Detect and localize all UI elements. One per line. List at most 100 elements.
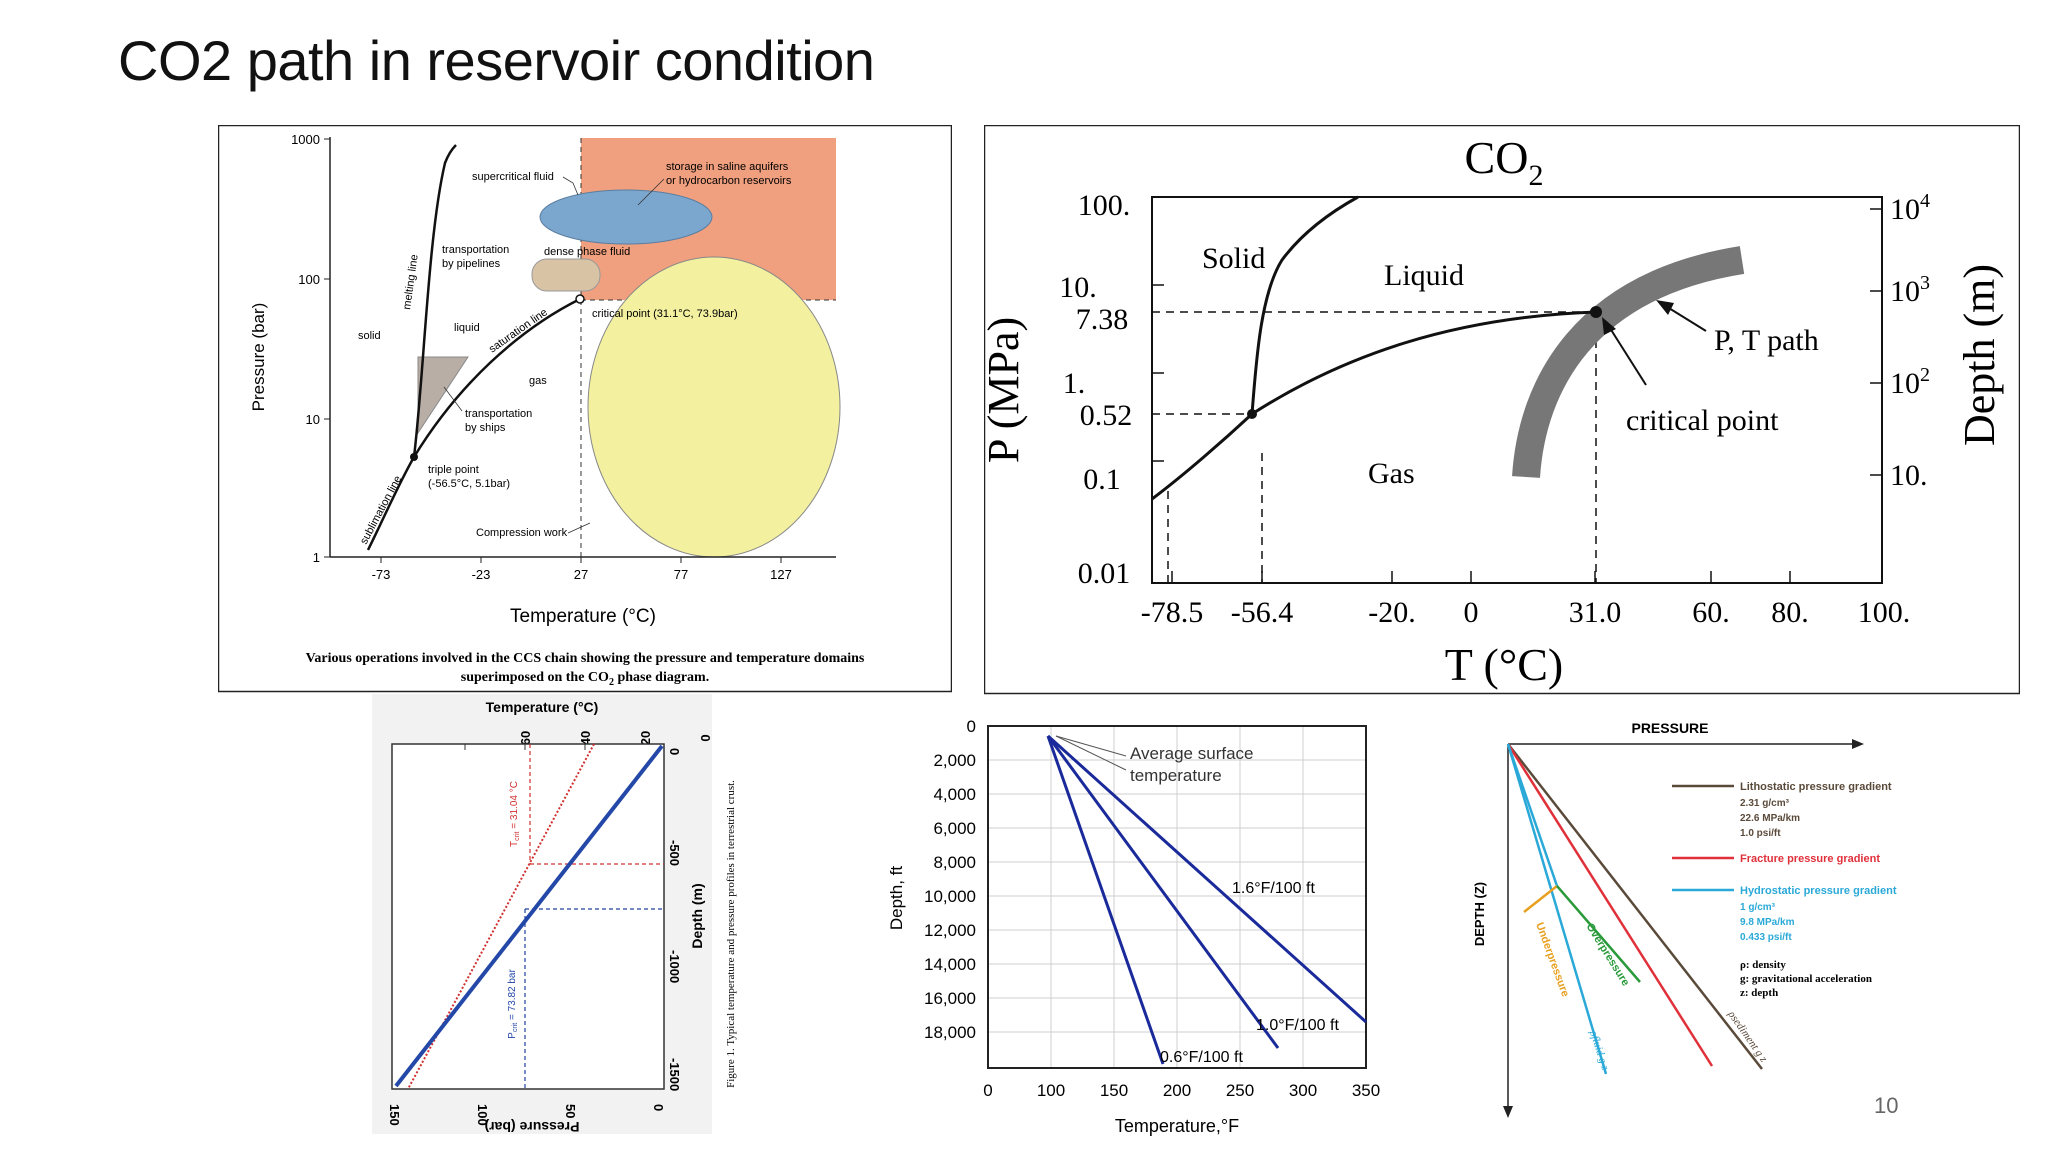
y-right-tick: 102 xyxy=(1890,364,1930,400)
hydrostatic-line xyxy=(1506,743,1608,1075)
label-solid: solid xyxy=(358,330,381,342)
y-left-tick: 0.52 xyxy=(1080,399,1133,432)
triple-point-marker xyxy=(410,453,418,461)
figure-caption-2: superimposed on the CO2 phase diagram. xyxy=(461,670,709,688)
x-tick: 77 xyxy=(674,567,688,582)
x-tick: 300 xyxy=(1289,1081,1317,1100)
depth-tick: -500 xyxy=(667,840,682,866)
y-left-label: P (MPa) xyxy=(984,317,1028,463)
y-tick: 10,000 xyxy=(924,887,976,906)
y-tick: 14,000 xyxy=(924,955,976,974)
critical-point-marker xyxy=(1590,306,1602,318)
compression-ellipse xyxy=(587,256,841,558)
region-solid: Solid xyxy=(1202,242,1265,275)
label-critical-point: critical point xyxy=(1626,404,1779,437)
x-tick: -20. xyxy=(1368,596,1416,629)
top-tick: 20 xyxy=(638,731,653,745)
slide-title: CO2 path in reservoir condition xyxy=(118,29,875,92)
label-triple-2: (-56.5°C, 5.1bar) xyxy=(428,478,510,490)
depth-tick: -1000 xyxy=(667,950,682,983)
y-tick: 4,000 xyxy=(933,785,976,804)
x-tick: 127 xyxy=(770,567,792,582)
y-right-label: Depth (m) xyxy=(1955,264,2004,446)
label-storage-1: storage in saline aquifers xyxy=(666,161,789,173)
top-tick: 40 xyxy=(578,731,593,745)
label-critical-point: critical point (31.1°C, 73.9bar) xyxy=(592,308,738,320)
label-ships-1: transportation xyxy=(465,408,532,420)
legend-hydro-1: 1 g/cm³ xyxy=(1740,902,1776,913)
y-tick: 12,000 xyxy=(924,921,976,940)
x-tick: 27 xyxy=(574,567,588,582)
temperature-profile xyxy=(407,743,595,1090)
fracture-line xyxy=(1506,743,1714,1067)
y-left-tick: 7.38 xyxy=(1076,303,1129,336)
legend-g: g: gravitational acceleration xyxy=(1740,973,1872,985)
legend-z: z: depth xyxy=(1740,987,1778,999)
sublimation-curve xyxy=(1151,412,1254,501)
label-triple-1: triple point xyxy=(428,464,479,476)
label-liquid: liquid xyxy=(454,322,480,334)
label-sediment: ρsediment g z xyxy=(1725,1008,1770,1065)
label-gas: gas xyxy=(529,375,547,387)
sublimation-line xyxy=(366,456,416,551)
label-fluid: ρfluid g z xyxy=(1587,1028,1612,1072)
bottom-tick: 50 xyxy=(563,1104,578,1118)
gradient-line-0.6 xyxy=(1046,735,1165,1065)
depth-tick: 0 xyxy=(667,748,682,755)
y-tick: 18,000 xyxy=(924,1023,976,1042)
region-liquid: Liquid xyxy=(1384,259,1464,292)
pressure-profile xyxy=(394,744,664,1088)
y-tick: 0 xyxy=(967,718,976,736)
x-axis-label: PRESSURE xyxy=(1631,720,1708,736)
x-tick: 80. xyxy=(1771,596,1809,629)
bottom-tick: 100 xyxy=(475,1104,490,1126)
y-tick: 1 xyxy=(313,550,320,565)
legend-litho-title: Lithostatic pressure gradient xyxy=(1740,781,1892,793)
underpressure-line xyxy=(1523,885,1558,913)
label-pipeline-2: by pipelines xyxy=(442,258,501,270)
top-tick: 60 xyxy=(518,731,533,745)
y-tick: 6,000 xyxy=(933,819,976,838)
label-pt-path: P, T path xyxy=(1714,324,1819,357)
triple-point-marker xyxy=(1247,409,1257,419)
label-pipeline-1: transportation xyxy=(442,244,509,256)
saturation-curve xyxy=(1251,310,1597,416)
y-tick: 8,000 xyxy=(933,853,976,872)
plot-area xyxy=(987,725,1367,1069)
bottom-axis-label: Pressure (bar) xyxy=(485,1119,580,1134)
x-tick: -73 xyxy=(372,567,391,582)
legend-hydro-title: Hydrostatic pressure gradient xyxy=(1740,885,1897,897)
saturation-line xyxy=(412,297,581,458)
label-ships-2: by ships xyxy=(465,422,506,434)
pt-path-band xyxy=(1512,246,1745,478)
legend-litho-2: 22.6 MPa/km xyxy=(1740,813,1800,824)
plot-area xyxy=(1151,196,1883,584)
x-tick: 0 xyxy=(983,1081,992,1100)
y-right-tick: 104 xyxy=(1890,190,1930,226)
x-tick: -78.5 xyxy=(1141,596,1204,629)
y-left-tick: 0.1 xyxy=(1083,463,1121,496)
x-tick: 31.0 xyxy=(1569,596,1622,629)
depth-axis-label: Depth (m) xyxy=(689,883,705,948)
legend-litho-1: 2.31 g/cm³ xyxy=(1740,798,1790,809)
y-axis-label: Depth, ft xyxy=(887,866,906,931)
legend-frac-title: Fracture pressure gradient xyxy=(1740,853,1880,865)
ccs-phase-diagram: 1000 100 10 1 -73 -23 27 77 127 Temperat… xyxy=(218,125,952,693)
label-supercritical: supercritical fluid xyxy=(472,171,554,183)
label-storage-2: or hydrocarbon reservoirs xyxy=(666,175,792,187)
page-number: 10 xyxy=(1874,1093,1899,1118)
label-gradient-1.6: 1.6°F/100 ft xyxy=(1232,880,1315,897)
y-tick: 10 xyxy=(306,412,320,427)
legend-hydro-2: 9.8 MPa/km xyxy=(1740,917,1795,928)
label-gradient-1.0: 1.0°F/100 ft xyxy=(1256,1017,1339,1034)
x-tick: 350 xyxy=(1352,1081,1380,1100)
tcrit-label: Tcrit = 31.04 °C xyxy=(509,781,521,847)
depth-tick: -1500 xyxy=(667,1058,682,1091)
x-tick: 60. xyxy=(1692,596,1730,629)
top-tick: 0 xyxy=(698,734,713,741)
ships-triangle xyxy=(417,356,469,435)
x-tick: 100. xyxy=(1858,596,1911,629)
label-gradient-0.6: 0.6°F/100 ft xyxy=(1160,1049,1243,1066)
x-axis-label: Temperature (°C) xyxy=(510,606,656,627)
y-axis-label: Pressure (bar) xyxy=(249,303,268,412)
